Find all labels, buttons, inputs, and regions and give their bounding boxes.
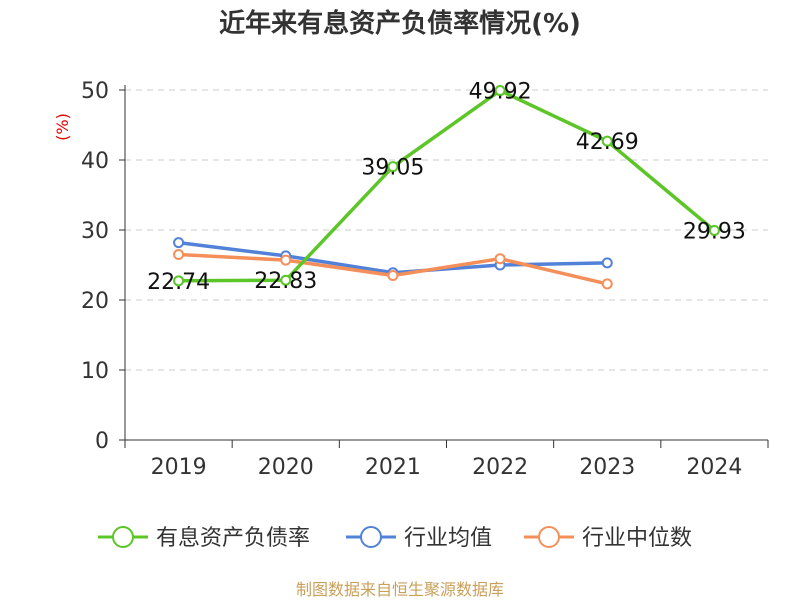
x-tick-label: 2023 (579, 455, 635, 480)
y-tick-label: 0 (95, 429, 109, 454)
data-point (494, 85, 506, 97)
data-point (601, 135, 613, 147)
x-tick-label: 2024 (686, 455, 742, 480)
legend-label: 行业均值 (404, 526, 492, 551)
legend: 有息资产负债率 行业均值 行业中位数 (98, 526, 692, 551)
data-point (280, 274, 292, 286)
data-point (173, 237, 185, 249)
y-axis-label: (%) (53, 113, 72, 141)
x-tick-label: 2020 (258, 455, 314, 480)
data-point (601, 257, 613, 269)
data-label: 49.92 (469, 80, 532, 105)
axes: 0 10 20 30 40 50 2019 2020 2021 2022 2023 2024 (81, 79, 769, 480)
data-label: 29.93 (683, 219, 746, 244)
legend-label: 有息资产负债率 (156, 526, 310, 551)
data-labels: 22.74 22.83 39.05 49.92 42.69 29.93 (147, 80, 746, 295)
series-lines (173, 85, 720, 290)
data-point (387, 270, 399, 281)
x-tick-label: 2019 (151, 455, 207, 480)
legend-item: 行业中位数 (524, 526, 692, 551)
series-line-0 (178, 88, 716, 283)
legend-swatch-marker (112, 526, 134, 548)
data-point (173, 275, 185, 287)
data-point (494, 253, 506, 265)
data-point (387, 161, 399, 173)
y-tick-label: 30 (81, 219, 109, 244)
legend-label: 行业中位数 (582, 526, 692, 551)
data-label: 42.69 (576, 130, 639, 155)
data-point (280, 254, 292, 266)
chart-title: 近年来有息资产负债率情况(%) (219, 8, 581, 39)
source-note: 制图数据来自恒生聚源数据库 (296, 580, 504, 599)
data-point (708, 224, 720, 236)
legend-swatch-marker (538, 526, 560, 548)
y-tick-label: 40 (81, 149, 109, 174)
y-tick-label: 20 (81, 289, 109, 314)
data-label: 22.83 (254, 269, 317, 294)
legend-swatch-marker (360, 526, 382, 548)
y-tick-label: 50 (81, 79, 109, 104)
grid-lines (125, 89, 768, 371)
y-tick-label: 10 (81, 359, 109, 384)
x-tick-label: 2021 (365, 455, 421, 480)
data-label: 39.05 (361, 156, 424, 181)
legend-item: 行业均值 (346, 526, 492, 551)
data-point (173, 249, 185, 260)
data-label: 22.74 (147, 270, 210, 295)
legend-item: 有息资产负债率 (98, 526, 310, 551)
x-tick-label: 2022 (472, 455, 528, 480)
data-point (601, 278, 613, 290)
